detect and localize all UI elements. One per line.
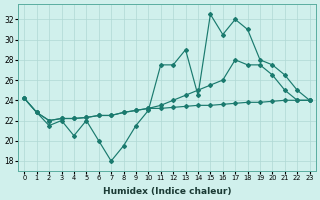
X-axis label: Humidex (Indice chaleur): Humidex (Indice chaleur): [103, 187, 231, 196]
